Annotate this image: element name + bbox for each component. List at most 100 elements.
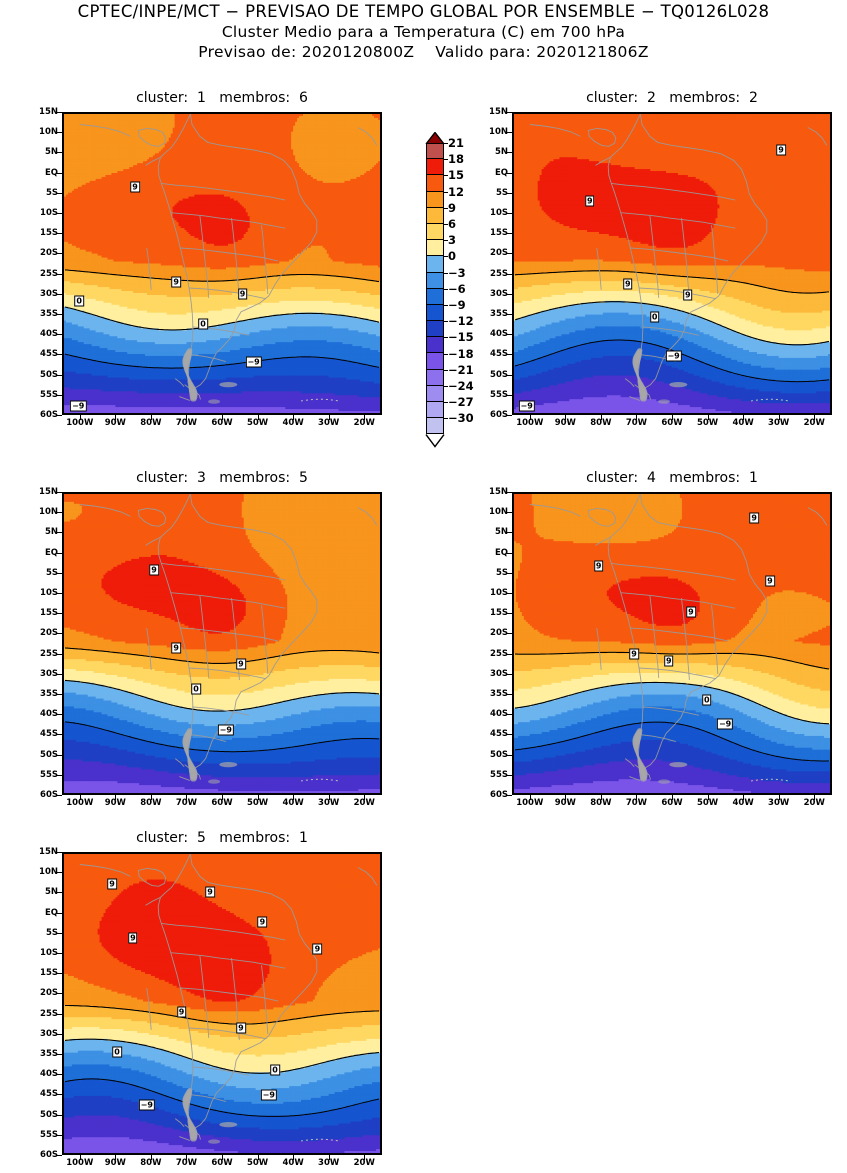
colorbar-tick-mark	[444, 175, 448, 176]
x-tick-mark	[565, 415, 566, 420]
colorbar-tick-label: 3	[448, 233, 456, 247]
colorbar-arrow-bottom	[426, 435, 444, 447]
x-tick-mark	[779, 795, 780, 800]
colorbar-segment	[426, 370, 444, 386]
x-tick-mark	[601, 415, 602, 420]
x-tick-mark	[115, 415, 116, 420]
x-tick-mark	[115, 1155, 116, 1160]
x-tick-mark	[80, 415, 81, 420]
colorbar-tick-label: −27	[448, 395, 474, 409]
x-tick-mark	[258, 415, 259, 420]
colorbar-tick-mark	[444, 208, 448, 209]
x-tick-mark	[779, 415, 780, 420]
x-tick-mark	[814, 795, 815, 800]
colorbar-segment	[426, 224, 444, 240]
colorbar-tick-mark	[444, 289, 448, 290]
x-tick-mark	[743, 415, 744, 420]
title-line-2: Cluster Medio para a Temperatura (C) em …	[0, 22, 847, 42]
colorbar-tick-label: −3	[448, 266, 466, 280]
colorbar-tick-mark	[444, 192, 448, 193]
colorbar-segment	[426, 240, 444, 256]
x-tick-mark	[636, 795, 637, 800]
x-tick-mark	[530, 415, 531, 420]
x-tick-mark	[222, 415, 223, 420]
x-tick-mark	[364, 1155, 365, 1160]
y-tick-mark	[507, 795, 512, 796]
x-tick-mark	[672, 415, 673, 420]
colorbar-segment	[426, 273, 444, 289]
x-tick-mark	[186, 1155, 187, 1160]
x-tick-mark	[222, 1155, 223, 1160]
x-tick-mark	[115, 795, 116, 800]
title-line-1: CPTEC/INPE/MCT − PREVISAO DE TEMPO GLOBA…	[0, 2, 847, 22]
colorbar-tick-label: −6	[448, 282, 466, 296]
colorbar-tick-mark	[444, 305, 448, 306]
page-title: CPTEC/INPE/MCT − PREVISAO DE TEMPO GLOBA…	[0, 2, 847, 62]
colorbar-segment	[426, 175, 444, 191]
x-tick-mark	[329, 415, 330, 420]
x-tick-mark	[672, 795, 673, 800]
colorbar-tick-mark	[444, 370, 448, 371]
colorbar-tick-mark	[444, 143, 448, 144]
x-tick-mark	[186, 415, 187, 420]
x-tick-mark	[186, 795, 187, 800]
y-tick-mark	[57, 415, 62, 416]
x-tick-mark	[565, 795, 566, 800]
panel-title-2: cluster: 2 membros: 2	[512, 90, 832, 106]
x-tick-mark	[80, 1155, 81, 1160]
x-tick-mark	[814, 415, 815, 420]
x-tick-mark	[151, 795, 152, 800]
colorbar-tick-mark	[444, 159, 448, 160]
colorbar-segment	[426, 305, 444, 321]
x-tick-mark	[743, 795, 744, 800]
x-tick-mark	[293, 795, 294, 800]
y-tick-mark	[57, 795, 62, 796]
colorbar-segment	[426, 289, 444, 305]
colorbar-tick-mark	[444, 337, 448, 338]
colorbar-tick-label: −12	[448, 314, 474, 328]
colorbar-tick-label: −21	[448, 363, 474, 377]
colorbar-segment	[426, 418, 444, 434]
x-tick-mark	[293, 1155, 294, 1160]
colorbar-tick-mark	[444, 273, 448, 274]
x-tick-mark	[601, 795, 602, 800]
x-tick-mark	[151, 415, 152, 420]
colorbar-segment	[426, 208, 444, 224]
colorbar-tick-label: −15	[448, 330, 474, 344]
x-tick-mark	[80, 795, 81, 800]
x-tick-mark	[364, 415, 365, 420]
colorbar-segment	[426, 337, 444, 353]
colorbar-tick-mark	[444, 418, 448, 419]
colorbar-segment	[426, 256, 444, 272]
colorbar-tick-mark	[444, 321, 448, 322]
colorbar-tick-mark	[444, 224, 448, 225]
colorbar-segment	[426, 353, 444, 369]
x-tick-mark	[329, 1155, 330, 1160]
colorbar-segment	[426, 386, 444, 402]
x-tick-mark	[329, 795, 330, 800]
x-tick-mark	[222, 795, 223, 800]
panel-title-5: cluster: 5 membros: 1	[62, 830, 382, 846]
x-tick-mark	[364, 795, 365, 800]
colorbar-tick-label: 18	[448, 152, 464, 166]
colorbar-tick-mark	[444, 240, 448, 241]
colorbar-segment	[426, 159, 444, 175]
x-tick-mark	[151, 1155, 152, 1160]
panel-title-3: cluster: 3 membros: 5	[62, 470, 382, 486]
colorbar-tick-mark	[444, 354, 448, 355]
panel-title-1: cluster: 1 membros: 6	[62, 90, 382, 106]
x-tick-mark	[708, 795, 709, 800]
title-line-3: Previsao de: 2020120800Z Valido para: 20…	[0, 42, 847, 62]
colorbar-segment	[426, 192, 444, 208]
colorbar-tick-mark	[444, 256, 448, 257]
x-tick-mark	[530, 795, 531, 800]
x-tick-mark	[258, 1155, 259, 1160]
